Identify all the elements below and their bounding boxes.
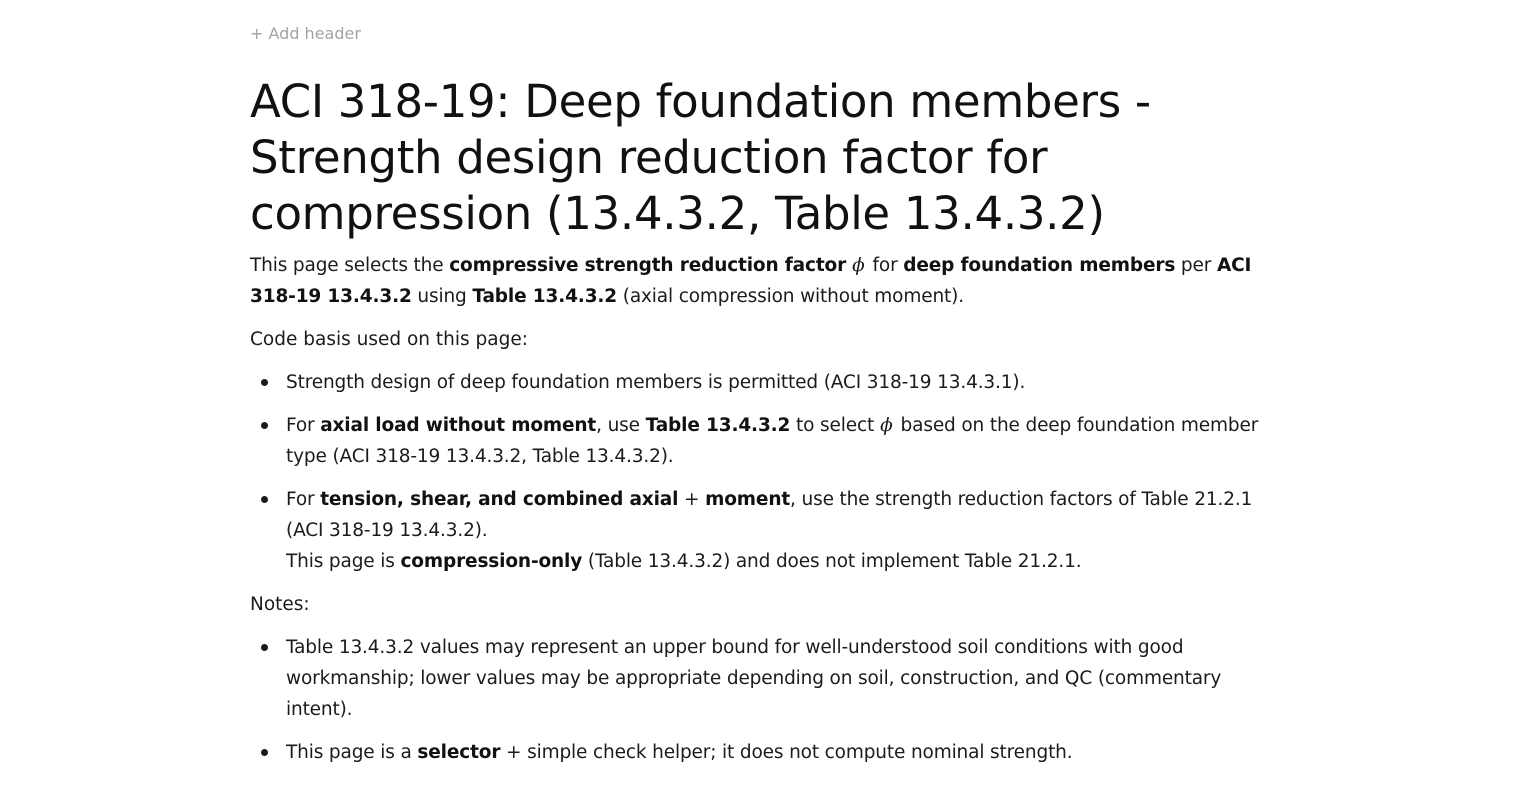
bold-text: tension, shear, and combined axial: [320, 489, 679, 510]
code-basis-label: Code basis used on this page:: [250, 329, 528, 350]
list-item-text: to select: [790, 415, 875, 436]
bold-text: selector: [417, 742, 501, 763]
intro-text: (axial compression without moment).: [617, 286, 964, 307]
phi-symbol: ϕ: [852, 255, 865, 276]
list-item-line: For tension, shear, and combined axial +…: [286, 484, 1280, 546]
list-item-text: based on the deep foundation member type…: [286, 415, 1259, 467]
list-item-text: This page is: [286, 551, 401, 572]
list-item-text: For: [286, 489, 321, 510]
list-item-text: , use: [596, 415, 646, 436]
list-item-text: +: [678, 489, 706, 510]
page-title-line: Strength design reduction factor for: [250, 131, 1048, 184]
intro-bold-factor: compressive strength reduction factor: [449, 255, 847, 276]
page-title-line: compression (13.4.3.2, Table 13.4.3.2): [250, 187, 1105, 240]
intro-text: per: [1175, 255, 1217, 276]
notes-list: Table 13.4.3.2 values may represent an u…: [250, 632, 1280, 768]
document: + Add header ACI 318-19: Deep foundation…: [250, 22, 1280, 780]
list-item: Table 13.4.3.2 values may represent an u…: [261, 632, 1280, 725]
phi-symbol: ϕ: [880, 415, 893, 436]
list-item-text: + simple check helper; it does not compu…: [500, 742, 1073, 763]
intro-bold-members: deep foundation members: [903, 255, 1176, 276]
intro-bold-table: Table 13.4.3.2: [472, 286, 618, 307]
bold-text: axial load without moment: [320, 415, 597, 436]
list-item-text: For: [286, 415, 321, 436]
list-item-text: , use the strength reduction factors of …: [286, 489, 1253, 541]
intro-bold-code: ACI 318-19 13.4.3.2: [250, 255, 1252, 307]
list-item-line: This page is compression-only (Table 13.…: [286, 546, 1280, 577]
list-item: For tension, shear, and combined axial +…: [261, 484, 1280, 577]
notes-label: Notes:: [250, 594, 310, 615]
add-header-button[interactable]: + Add header: [250, 24, 361, 43]
bold-text: moment: [705, 489, 791, 510]
list-item-text: This page is a: [286, 742, 418, 763]
list-item: Strength design of deep foundation membe…: [261, 367, 1280, 398]
bold-text: Table 13.4.3.2: [645, 415, 791, 436]
list-item: For axial load without moment, use Table…: [261, 410, 1280, 472]
list-item: This page is a selector + simple check h…: [261, 737, 1280, 768]
intro-text: using: [411, 286, 473, 307]
bold-text: compression-only: [400, 551, 583, 572]
page-title: ACI 318-19: Deep foundation members - St…: [250, 74, 1151, 242]
intro-paragraph: This page selects the compressive streng…: [250, 250, 1280, 312]
page-title-line: ACI 318-19: Deep foundation members -: [250, 75, 1151, 128]
list-item-text: Table 13.4.3.2 values may represent an u…: [286, 637, 1222, 720]
list-item-text: Strength design of deep foundation membe…: [286, 372, 1026, 393]
intro-text: for: [872, 255, 904, 276]
intro-text: This page selects the: [250, 255, 450, 276]
code-basis-list: Strength design of deep foundation membe…: [250, 367, 1280, 577]
list-item-text: (Table 13.4.3.2) and does not implement …: [582, 551, 1082, 572]
